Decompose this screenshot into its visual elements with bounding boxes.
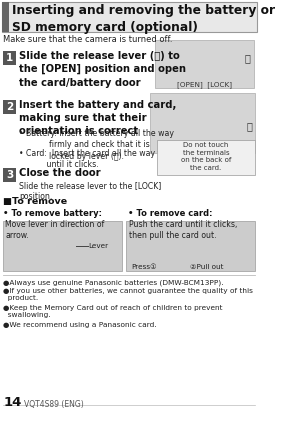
Text: Slide the release lever to the [LOCK]
position.: Slide the release lever to the [LOCK] po… bbox=[19, 181, 161, 201]
Text: 14: 14 bbox=[3, 396, 22, 409]
Text: Make sure that the camera is turned off.: Make sure that the camera is turned off. bbox=[3, 35, 173, 44]
Text: ●If you use other batteries, we cannot guarantee the quality of this
  product.: ●If you use other batteries, we cannot g… bbox=[3, 288, 253, 301]
Text: Inserting and removing the battery or
SD memory card (optional): Inserting and removing the battery or SD… bbox=[12, 4, 275, 33]
Text: Ⓑ: Ⓑ bbox=[246, 121, 252, 131]
Text: ●Keep the Memory Card out of reach of children to prevent
  swallowing.: ●Keep the Memory Card out of reach of ch… bbox=[3, 305, 223, 318]
Text: 2: 2 bbox=[6, 102, 13, 112]
Text: Press①: Press① bbox=[131, 264, 157, 270]
Text: Insert the battery and card,
making sure that their
orientation is correct: Insert the battery and card, making sure… bbox=[19, 100, 176, 136]
Text: ●We recommend using a Panasonic card.: ●We recommend using a Panasonic card. bbox=[3, 321, 157, 327]
Text: Close the door: Close the door bbox=[19, 168, 100, 178]
Bar bbox=[2, 2, 257, 32]
Text: 3: 3 bbox=[6, 170, 13, 180]
Text: VQT4S89 (ENG): VQT4S89 (ENG) bbox=[24, 400, 84, 409]
Text: Slide the release lever (Ⓐ) to
the [OPEN] position and open
the card/battery doo: Slide the release lever (Ⓐ) to the [OPEN… bbox=[19, 51, 186, 88]
Bar bbox=[155, 40, 254, 88]
Bar bbox=[126, 221, 255, 271]
Text: • Card:  Insert the card all the way firmly
           until it clicks.: • Card: Insert the card all the way firm… bbox=[19, 149, 180, 170]
Bar bbox=[3, 221, 122, 271]
Text: Move lever in direction of
arrow.: Move lever in direction of arrow. bbox=[5, 220, 104, 240]
Bar bbox=[150, 93, 255, 153]
Text: Lever: Lever bbox=[88, 243, 108, 249]
Text: Ⓐ: Ⓐ bbox=[244, 53, 250, 63]
Bar bbox=[3, 51, 16, 65]
Text: ■To remove: ■To remove bbox=[3, 197, 68, 206]
Bar bbox=[3, 168, 16, 182]
Text: Push the card until it clicks,
then pull the card out.: Push the card until it clicks, then pull… bbox=[129, 220, 238, 240]
Text: [OPEN]  [LOCK]: [OPEN] [LOCK] bbox=[177, 81, 232, 88]
Text: • Battery: Insert the battery all the way
            firmly and check that it i: • Battery: Insert the battery all the wa… bbox=[19, 129, 174, 161]
Text: • To remove battery:: • To remove battery: bbox=[3, 209, 102, 218]
Text: • To remove card:: • To remove card: bbox=[128, 209, 212, 218]
Text: 1: 1 bbox=[6, 53, 13, 63]
Bar bbox=[2, 2, 9, 32]
Bar bbox=[3, 100, 16, 114]
Text: ②Pull out: ②Pull out bbox=[190, 264, 223, 270]
Text: Do not touch
the terminals
on the back of
the card.: Do not touch the terminals on the back o… bbox=[181, 142, 231, 170]
Text: ●Always use genuine Panasonic batteries (DMW-BCM13PP).: ●Always use genuine Panasonic batteries … bbox=[3, 279, 224, 286]
Bar bbox=[157, 140, 255, 175]
